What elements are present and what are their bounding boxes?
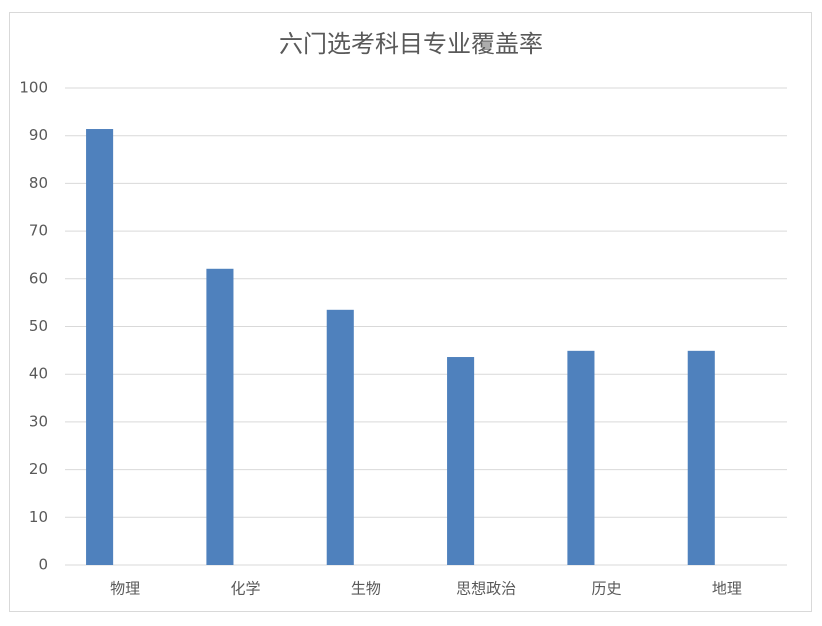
y-tick-label: 50 [29, 317, 48, 335]
y-tick-label: 0 [38, 556, 48, 574]
bar [326, 309, 354, 565]
y-tick-label: 20 [29, 460, 48, 478]
x-tick-label: 物理 [110, 580, 140, 598]
y-tick-label: 80 [29, 174, 48, 192]
y-tick-label: 30 [29, 412, 48, 430]
chart-title: 六门选考科目专业覆盖率 [279, 30, 543, 58]
y-tick-label: 90 [29, 126, 48, 144]
bar [447, 357, 475, 565]
bar [206, 268, 234, 565]
bar [567, 350, 595, 565]
x-tick-label: 生物 [351, 580, 381, 598]
y-tick-label: 10 [29, 508, 48, 526]
x-tick-label: 历史 [591, 580, 621, 598]
y-tick-label: 100 [19, 79, 48, 97]
x-tick-label: 地理 [712, 580, 742, 598]
bar [86, 129, 114, 565]
bar [687, 350, 715, 565]
x-tick-label: 思想政治 [456, 580, 516, 598]
chart-frame [9, 12, 812, 612]
y-tick-label: 60 [29, 269, 48, 287]
x-tick-label: 化学 [230, 580, 260, 598]
y-tick-label: 40 [29, 365, 48, 383]
y-tick-label: 70 [29, 222, 48, 240]
